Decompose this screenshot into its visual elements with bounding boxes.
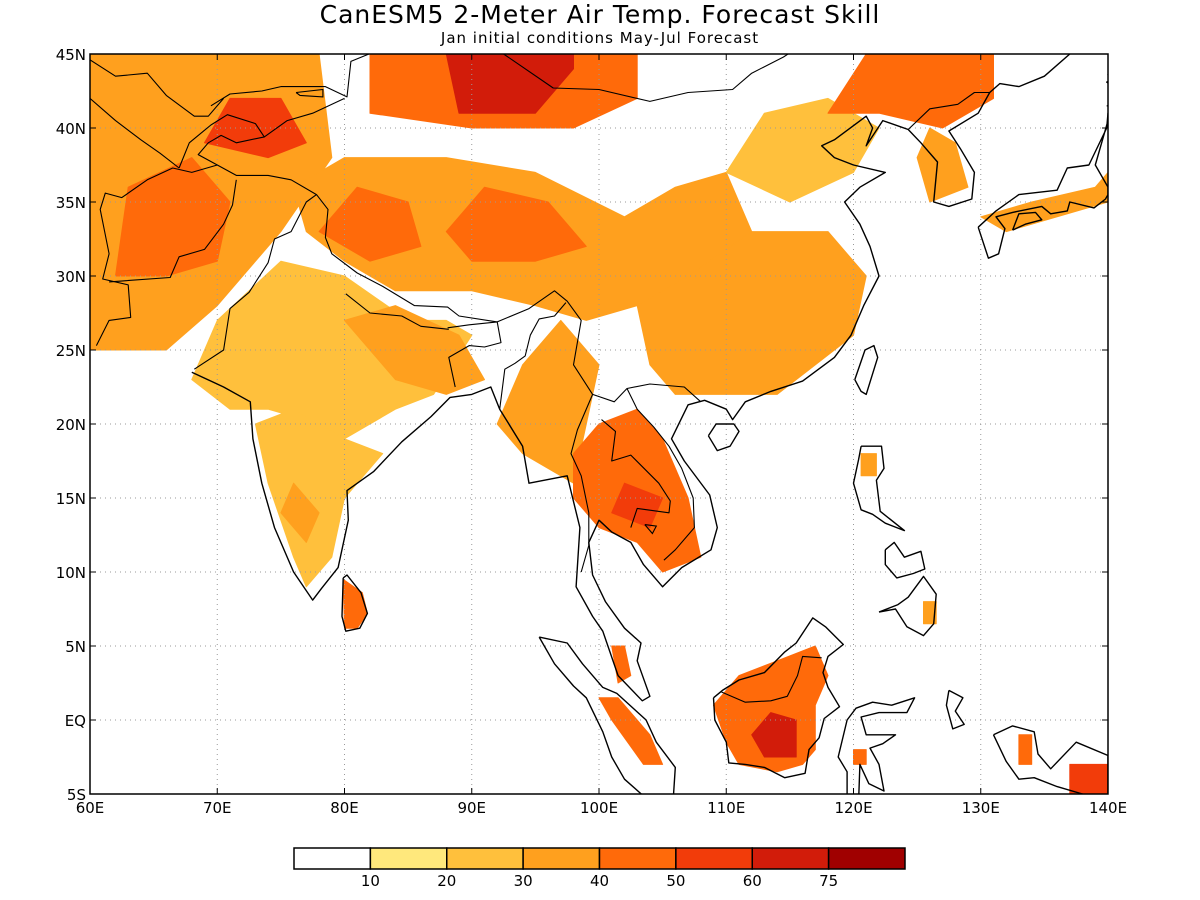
coastline-mindanao [878, 575, 937, 637]
colorbar-label: 50 [666, 872, 685, 890]
border-pak-india [193, 194, 317, 370]
colorbar-swatch [522, 847, 601, 870]
coastline-sulawesi [837, 697, 916, 794]
skill-region-halmahera [1018, 734, 1033, 765]
skill-region-indochina-core [611, 482, 664, 529]
colorbar-swatch [675, 847, 753, 870]
coastline-kyushu-honshu [977, 112, 1108, 259]
axis-ticks: 60E 70E 80E 90E 100E 110E 120E 130E 140E 5S EQ 5N 10… [56, 46, 1127, 817]
coastline-sri-lanka [341, 574, 369, 632]
colorbar-swatch [827, 847, 906, 870]
skill-region-mongolia-core [445, 54, 574, 114]
lon-tick-label: 90E [457, 799, 486, 817]
border-mongolia-south [501, 54, 790, 102]
border-borneo-split [720, 655, 822, 703]
lat-tick-label: 35N [56, 194, 86, 212]
skill-region-india-ganges [344, 305, 485, 395]
border-bhutan-bd [447, 321, 502, 388]
colorbar-swatch [598, 847, 677, 870]
colorbar-swatch [446, 847, 524, 870]
border-laos-thai [601, 419, 671, 528]
skill-region-new-guinea [1069, 763, 1108, 794]
skill-region-sumatra [598, 697, 664, 765]
lon-tick-label: 110E [707, 799, 745, 817]
skill-region-philippines-luzon [860, 453, 877, 477]
lake-tonle-sap [644, 524, 658, 535]
coastline-sakhalin-coast [1069, 54, 1071, 55]
coastline-luzon [852, 445, 906, 532]
border-iran-afghan [95, 164, 702, 403]
border-kaz-uzbek [90, 59, 225, 117]
skill-region-north-china [725, 97, 880, 203]
skill-region-borneo [713, 645, 829, 773]
lon-tick-label: 130E [962, 799, 1000, 817]
coastline-sumatra [538, 636, 676, 794]
skill-region-borneo-core [751, 712, 797, 758]
lat-tick-label: 5N [65, 638, 86, 656]
coastline-new-guinea [992, 725, 1108, 794]
lon-tick-label: 140E [1089, 799, 1127, 817]
colorbar-label: 40 [590, 872, 609, 890]
map-title: CanESM5 2-Meter Air Temp. Forecast Skill [319, 0, 881, 29]
skill-region-tibet-west-core [318, 186, 422, 262]
lon-tick-label: 70E [203, 799, 232, 817]
coastline-halmahera [945, 689, 965, 730]
skill-region-mindanao [923, 601, 937, 625]
colorbar-swatch [751, 847, 830, 870]
skill-region-korea [916, 127, 969, 203]
colorbar-label: 20 [437, 872, 456, 890]
lat-tick-label: 30N [56, 268, 86, 286]
map-subtitle: Jan initial conditions May-Jul Forecast [440, 29, 760, 47]
border-laos-viet [626, 388, 695, 561]
skill-region-india-south [254, 408, 384, 588]
border-nepal-south [345, 293, 449, 330]
lat-tick-label: 45N [56, 46, 86, 64]
coastline-shikoku [1011, 211, 1043, 231]
coastline-hainan [707, 423, 740, 452]
lon-tick-label: 100E [580, 799, 618, 817]
lat-tick-label: 15N [56, 490, 86, 508]
border-central-asia-north [90, 97, 180, 169]
colorbar-swatch [369, 847, 448, 870]
coastline-taiwan [854, 344, 879, 396]
border-china-kyrgyz [263, 97, 345, 138]
colorbar-swatch [293, 847, 372, 870]
lat-tick-label: EQ [65, 712, 86, 730]
coastline-hokkaido [1105, 54, 1108, 107]
coastline-borneo [712, 617, 844, 779]
skill-region-south-china [636, 231, 867, 395]
lat-tick-label: 10N [56, 564, 86, 582]
colorbar-label: 30 [514, 872, 533, 890]
border-bd-myanmar [499, 302, 567, 410]
colorbar-label: 75 [819, 872, 838, 890]
skill-region-manchuria [827, 54, 994, 129]
border-pak-afghan [109, 179, 237, 283]
border-kyrgyz-kaz [210, 54, 371, 107]
coastline-visayas [884, 541, 926, 579]
lake-issyk-kul [295, 88, 324, 98]
lon-tick-label: 80E [330, 799, 359, 817]
border-thai-myanmar [570, 394, 594, 573]
skill-region-central-tibet [445, 186, 587, 262]
lat-tick-label: 20N [56, 416, 86, 434]
colorbar-label: 60 [743, 872, 762, 890]
colorbar-label: 10 [361, 872, 380, 890]
lat-tick-label: 25N [56, 342, 86, 360]
colorbar: 10 20 30 40 50 60 75 [293, 847, 906, 890]
skill-region-sulawesi [853, 749, 867, 765]
coastline-layer [90, 54, 1108, 794]
lat-tick-label: 5S [67, 786, 86, 804]
lat-tick-label: 40N [56, 120, 86, 138]
lon-tick-label: 120E [834, 799, 872, 817]
lake-balkhash [268, 54, 271, 55]
border-china-nk [907, 91, 990, 130]
lon-tick-label: 60E [76, 799, 105, 817]
